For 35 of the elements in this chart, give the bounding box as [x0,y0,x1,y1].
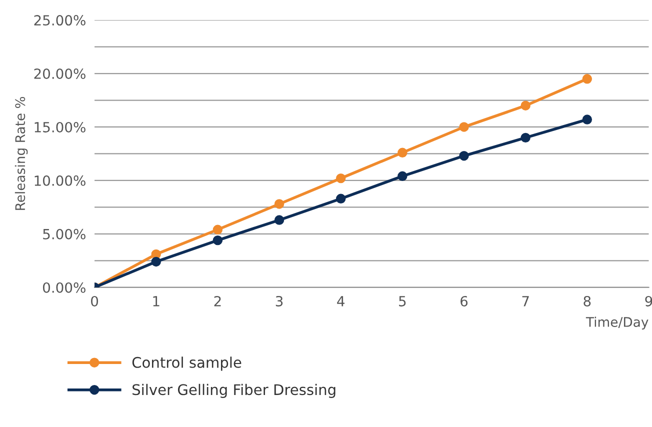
point [520,100,530,110]
point [274,215,284,225]
x-tick-label: 8 [584,296,591,306]
y-tick-label: 10.00% [34,175,86,186]
point [582,114,592,124]
point [151,256,161,267]
legend-label: Silver Gelling Fiber Dressing [132,384,336,398]
x-tick-label: 1 [153,296,160,306]
point [398,148,408,158]
point [459,122,469,132]
x-tick-label: 5 [399,296,406,306]
point [336,194,346,204]
legend-label: Control sample [132,356,242,371]
point [398,171,408,182]
x-tick-label: 4 [337,296,344,306]
point [212,235,223,246]
y-tick-label: 15.00% [34,122,86,132]
y-tick-label: 0.00% [43,282,86,293]
x-tick-label: 9 [645,296,652,306]
point [520,132,530,143]
point [582,74,592,84]
x-tick-label: 3 [276,296,283,306]
point [212,224,223,234]
x-tick-label: 2 [214,296,221,306]
x-axis-title: Time/Day [586,316,648,330]
y-tick-label: 5.00% [43,228,86,240]
y-tick-label: 25.00% [34,15,86,26]
x-tick-label: 7 [522,296,529,306]
point [459,150,469,161]
x-tick-label: 6 [460,296,468,306]
y-tick-label: 20.00% [34,68,86,80]
point [336,173,346,184]
y-axis-title: Releasing Rate % [14,96,28,210]
x-tick-label: 0 [91,296,98,306]
point [274,199,284,209]
